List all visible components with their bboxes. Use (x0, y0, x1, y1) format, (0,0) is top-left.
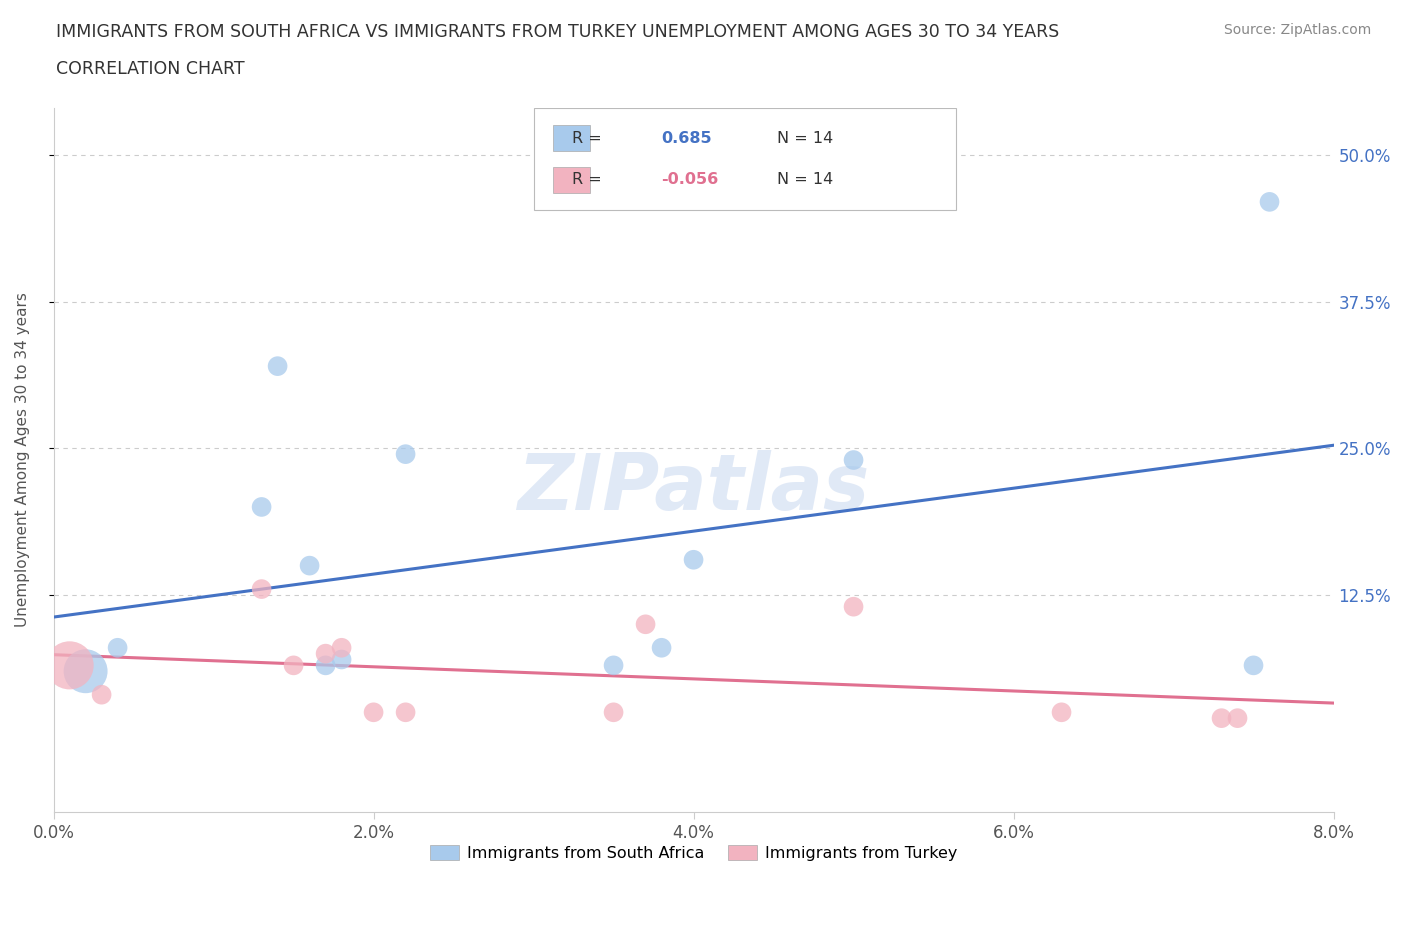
FancyBboxPatch shape (553, 125, 589, 152)
Point (1258, 194, 1281, 209)
Point (75, 664, 97, 679)
Point (315, 646, 337, 661)
Point (330, 641, 353, 656)
Point (394, 705, 416, 720)
Point (107, 641, 129, 656)
Point (1211, 711, 1233, 725)
Point (842, 599, 865, 614)
Text: N = 14: N = 14 (776, 172, 832, 188)
Text: Source: ZipAtlas.com: Source: ZipAtlas.com (1223, 23, 1371, 37)
FancyBboxPatch shape (553, 166, 589, 193)
Point (90, 687, 112, 702)
Text: IMMIGRANTS FROM SOUTH AFRICA VS IMMIGRANTS FROM TURKEY UNEMPLOYMENT AMONG AGES 3: IMMIGRANTS FROM SOUTH AFRICA VS IMMIGRAN… (56, 23, 1060, 41)
Point (602, 705, 624, 720)
Text: ZIPatlas: ZIPatlas (517, 450, 870, 526)
Y-axis label: Unemployment Among Ages 30 to 34 years: Unemployment Among Ages 30 to 34 years (15, 293, 30, 628)
Point (651, 641, 673, 656)
Point (394, 446, 416, 461)
Point (363, 705, 385, 720)
Text: N = 14: N = 14 (776, 130, 832, 146)
Legend: Immigrants from South Africa, Immigrants from Turkey: Immigrants from South Africa, Immigrants… (423, 839, 963, 868)
Point (298, 558, 321, 573)
Point (283, 658, 305, 672)
Point (330, 652, 353, 667)
FancyBboxPatch shape (533, 108, 956, 210)
Point (1226, 711, 1249, 725)
Point (634, 617, 657, 631)
Point (250, 499, 273, 514)
Point (682, 552, 704, 567)
Text: -0.056: -0.056 (662, 172, 718, 188)
Point (266, 359, 288, 374)
Text: R =: R = (572, 130, 607, 146)
Text: 0.685: 0.685 (662, 130, 713, 146)
Point (1050, 705, 1073, 720)
Point (59, 658, 82, 672)
Text: R =: R = (572, 172, 607, 188)
Point (842, 453, 865, 468)
Point (602, 658, 624, 672)
Point (1243, 658, 1265, 672)
Text: CORRELATION CHART: CORRELATION CHART (56, 60, 245, 78)
Point (315, 658, 337, 672)
Point (250, 581, 273, 596)
